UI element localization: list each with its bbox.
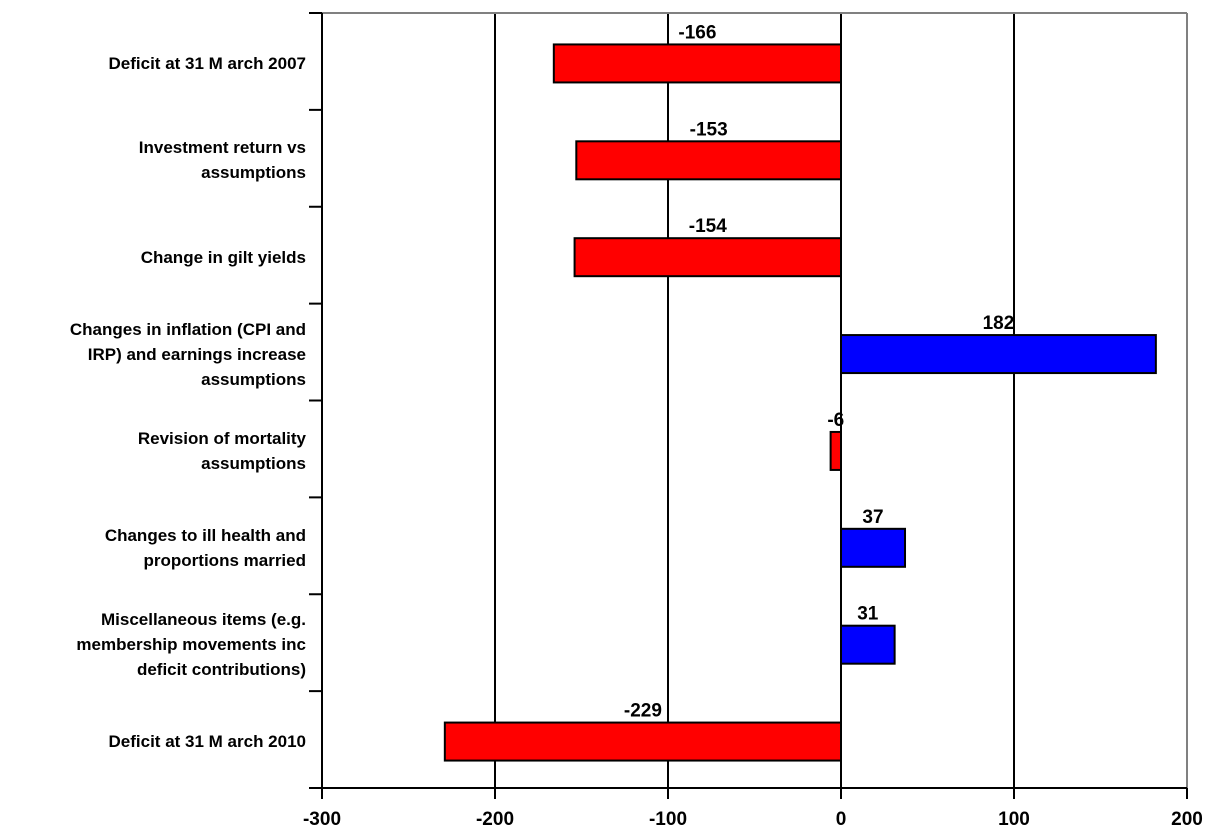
category-label: Investment return vs assumptions	[138, 138, 306, 183]
data-label: 182	[983, 313, 1015, 334]
data-label: -229	[624, 701, 662, 722]
category-label: Change in gilt yields	[140, 247, 306, 267]
category-label: Changes in inflation (CPI and IRP) and ea…	[69, 319, 306, 389]
bar	[575, 140, 842, 181]
bar	[840, 527, 907, 568]
data-label: -154	[689, 216, 727, 237]
x-tick-label: -200	[476, 809, 514, 830]
data-label: 31	[857, 604, 879, 625]
data-label: -153	[690, 119, 728, 140]
category-label: Changes to ill health and proportions mar…	[104, 525, 306, 570]
bar	[552, 43, 842, 84]
category-label: Deficit at 31 M arch 2010	[108, 732, 306, 752]
x-tick-label: 200	[1171, 809, 1203, 830]
category-label: Revision of mortality assumptions	[137, 428, 306, 473]
bar	[443, 721, 842, 762]
bar	[829, 430, 842, 471]
data-label: -166	[678, 22, 716, 43]
x-tick-label: 100	[998, 809, 1030, 830]
bar	[840, 624, 896, 665]
x-tick-label: 0	[836, 809, 847, 830]
x-tick-label: -300	[303, 809, 341, 830]
data-label: 37	[862, 507, 883, 528]
x-tick-label: -100	[649, 809, 687, 830]
bar	[573, 237, 843, 278]
bar	[840, 334, 1157, 375]
data-label: -6	[827, 410, 844, 431]
category-label: Deficit at 31 M arch 2007	[108, 53, 306, 73]
category-label: Miscellaneous items (e.g. membership move…	[76, 610, 306, 680]
